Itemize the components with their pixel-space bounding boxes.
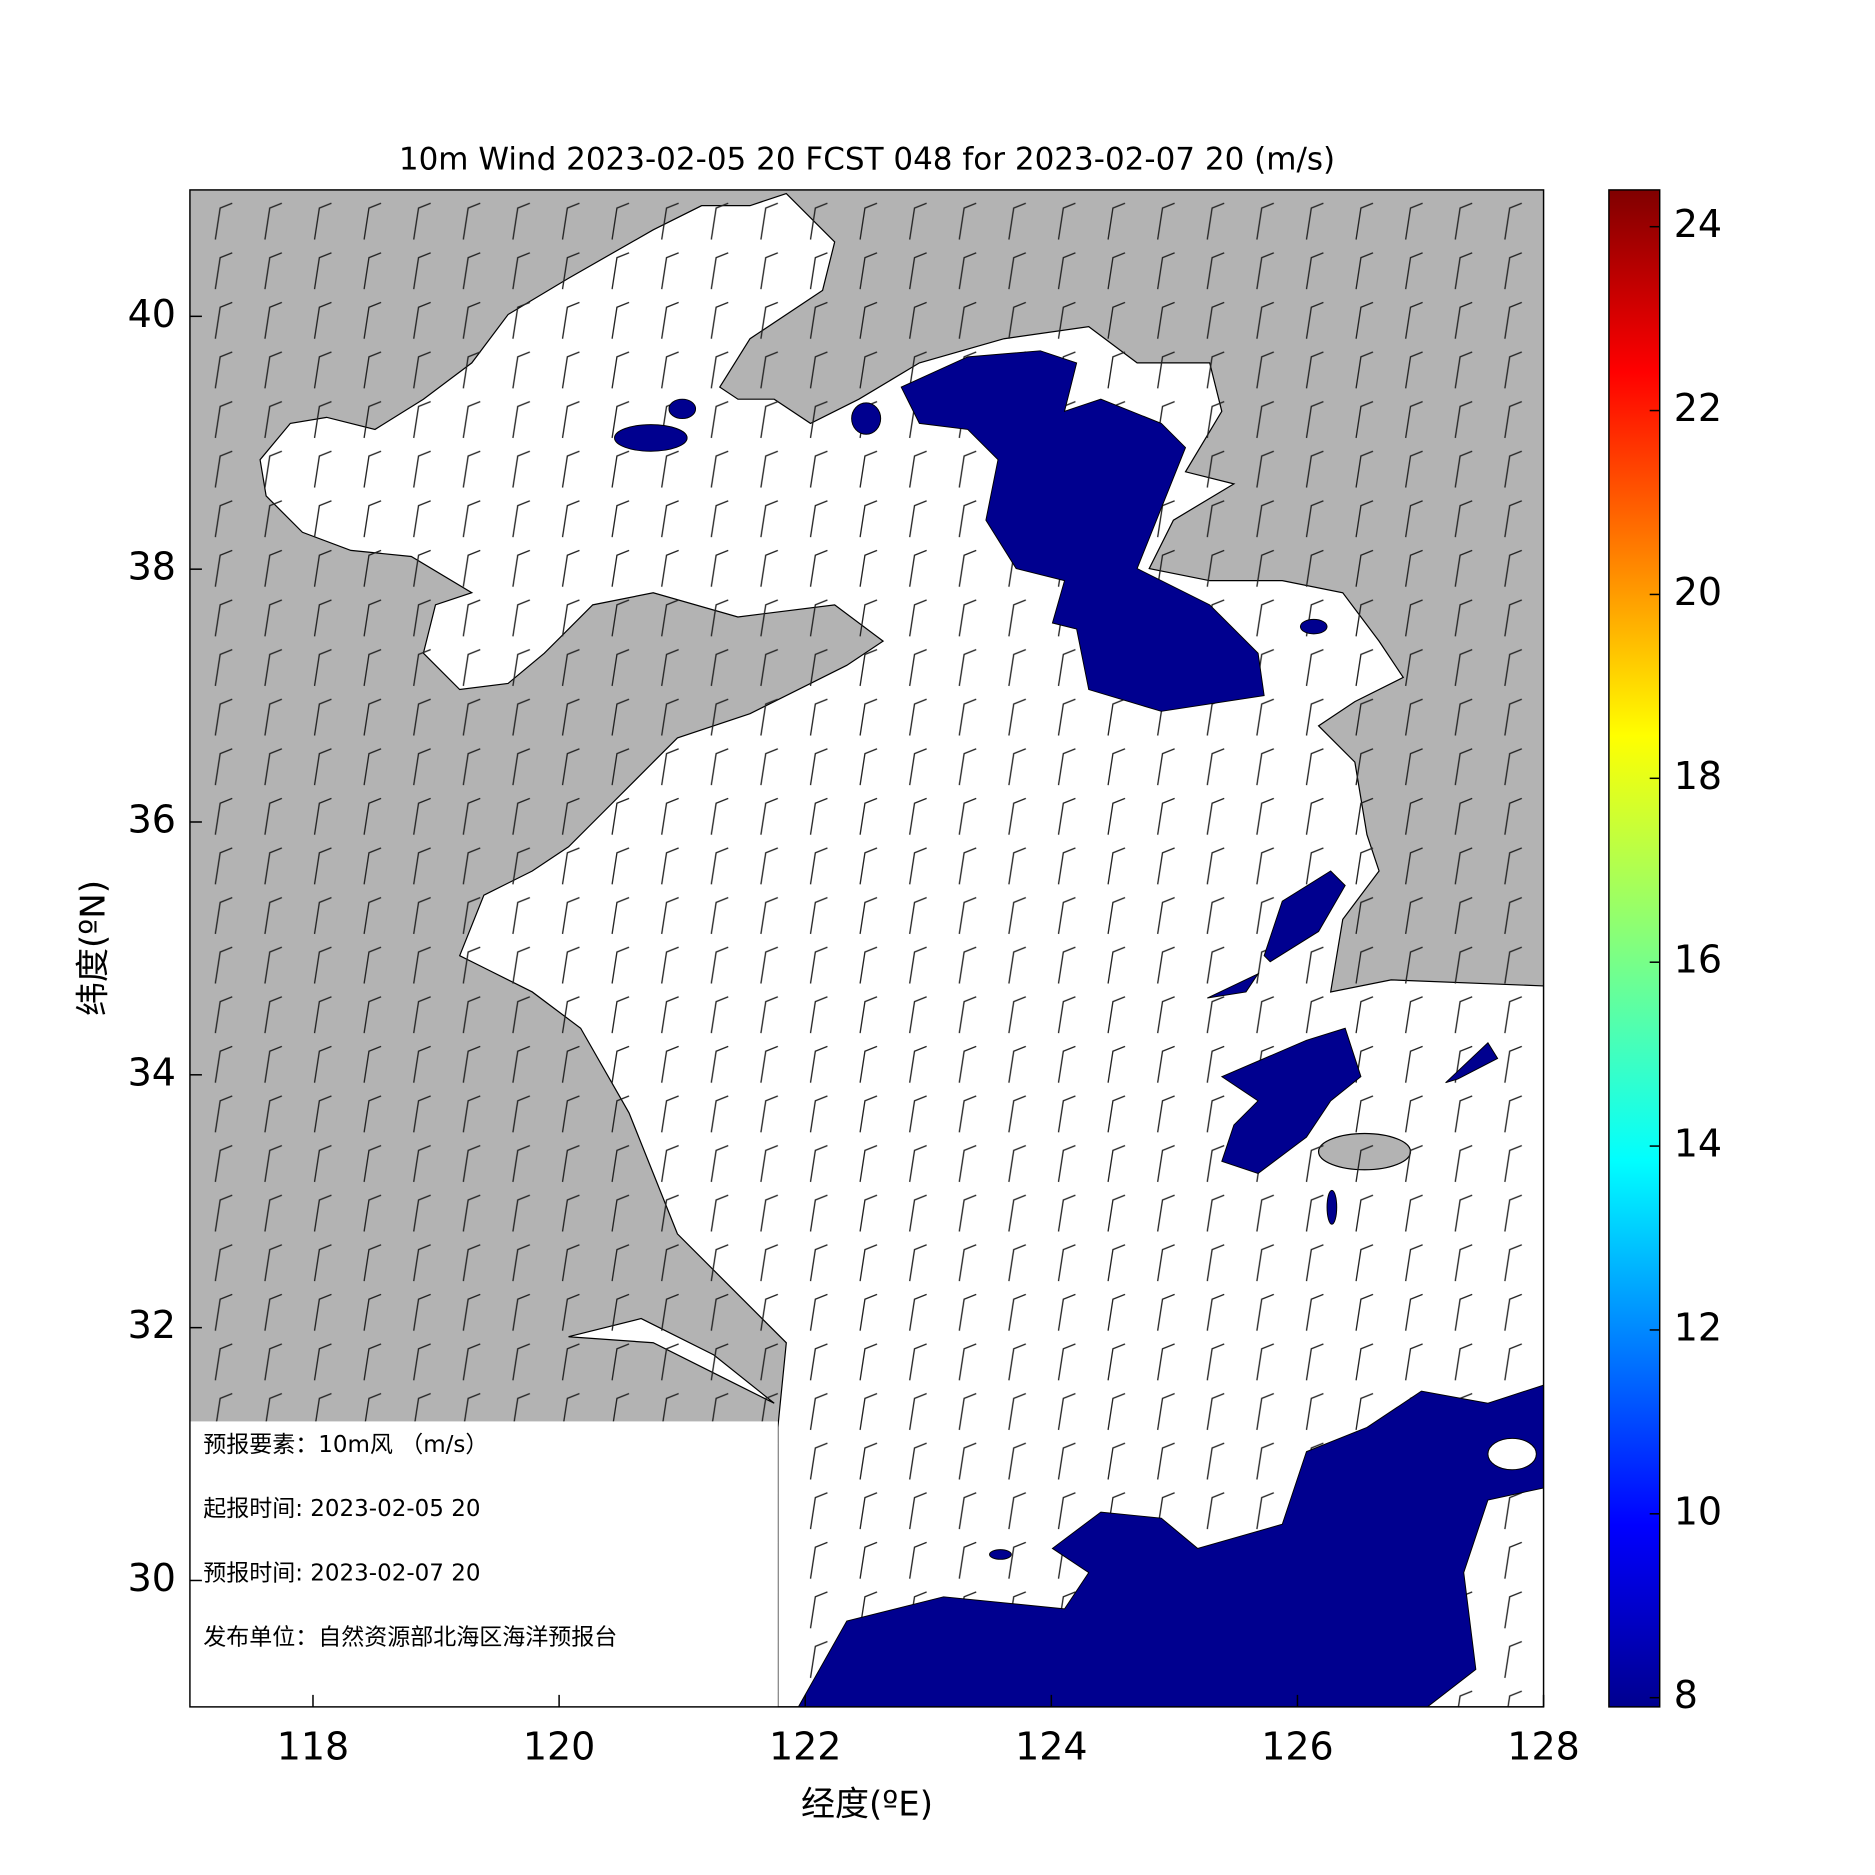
colorbar-tick-label: 24 [1674,202,1722,246]
x-tick-label: 118 [277,1724,350,1768]
wind-contours [614,350,1544,1707]
map-layers [189,189,1661,1708]
y-tick-label: 34 [128,1050,176,1094]
y-tick-label: 38 [128,545,176,589]
y-tick-label: 32 [128,1303,176,1347]
y-tick-label: 30 [128,1556,176,1600]
y-axis-label: 纬度(ºN) [74,880,114,1016]
info-line: 发布单位：自然资源部北海区海洋预报台 [203,1624,617,1650]
colorbar [1608,189,1661,1708]
colorbar-tick-label: 18 [1674,754,1722,798]
plot-frame [189,189,1545,1708]
colorbar-tick-label: 10 [1674,1489,1722,1533]
y-tick-label: 40 [128,292,176,336]
colorbar-tick-label: 20 [1674,570,1722,614]
colorbar-tick-label: 12 [1674,1305,1722,1349]
info-line: 预报要素：10m风 （m/s） [203,1432,488,1458]
x-tick-label: 126 [1261,1724,1334,1768]
colorbar-tick-label: 14 [1674,1122,1722,1166]
colorbar-tick-label: 22 [1674,386,1722,430]
x-axis-label: 经度(ºE) [801,1785,933,1825]
x-tick-label: 128 [1507,1724,1580,1768]
y-tick-label: 36 [128,797,176,841]
info-box [189,1421,778,1707]
chart-title: 10m Wind 2023-02-05 20 FCST 048 for 2023… [399,142,1335,178]
x-tick-label: 124 [1015,1724,1088,1768]
colorbar-tick-label: 16 [1674,938,1722,982]
info-line: 起报时间: 2023-02-05 20 [203,1496,480,1522]
x-tick-label: 122 [769,1724,842,1768]
x-tick-label: 120 [523,1724,596,1768]
colorbar-tick-label: 8 [1674,1673,1698,1717]
info-line: 预报时间: 2023-02-07 20 [203,1560,480,1586]
